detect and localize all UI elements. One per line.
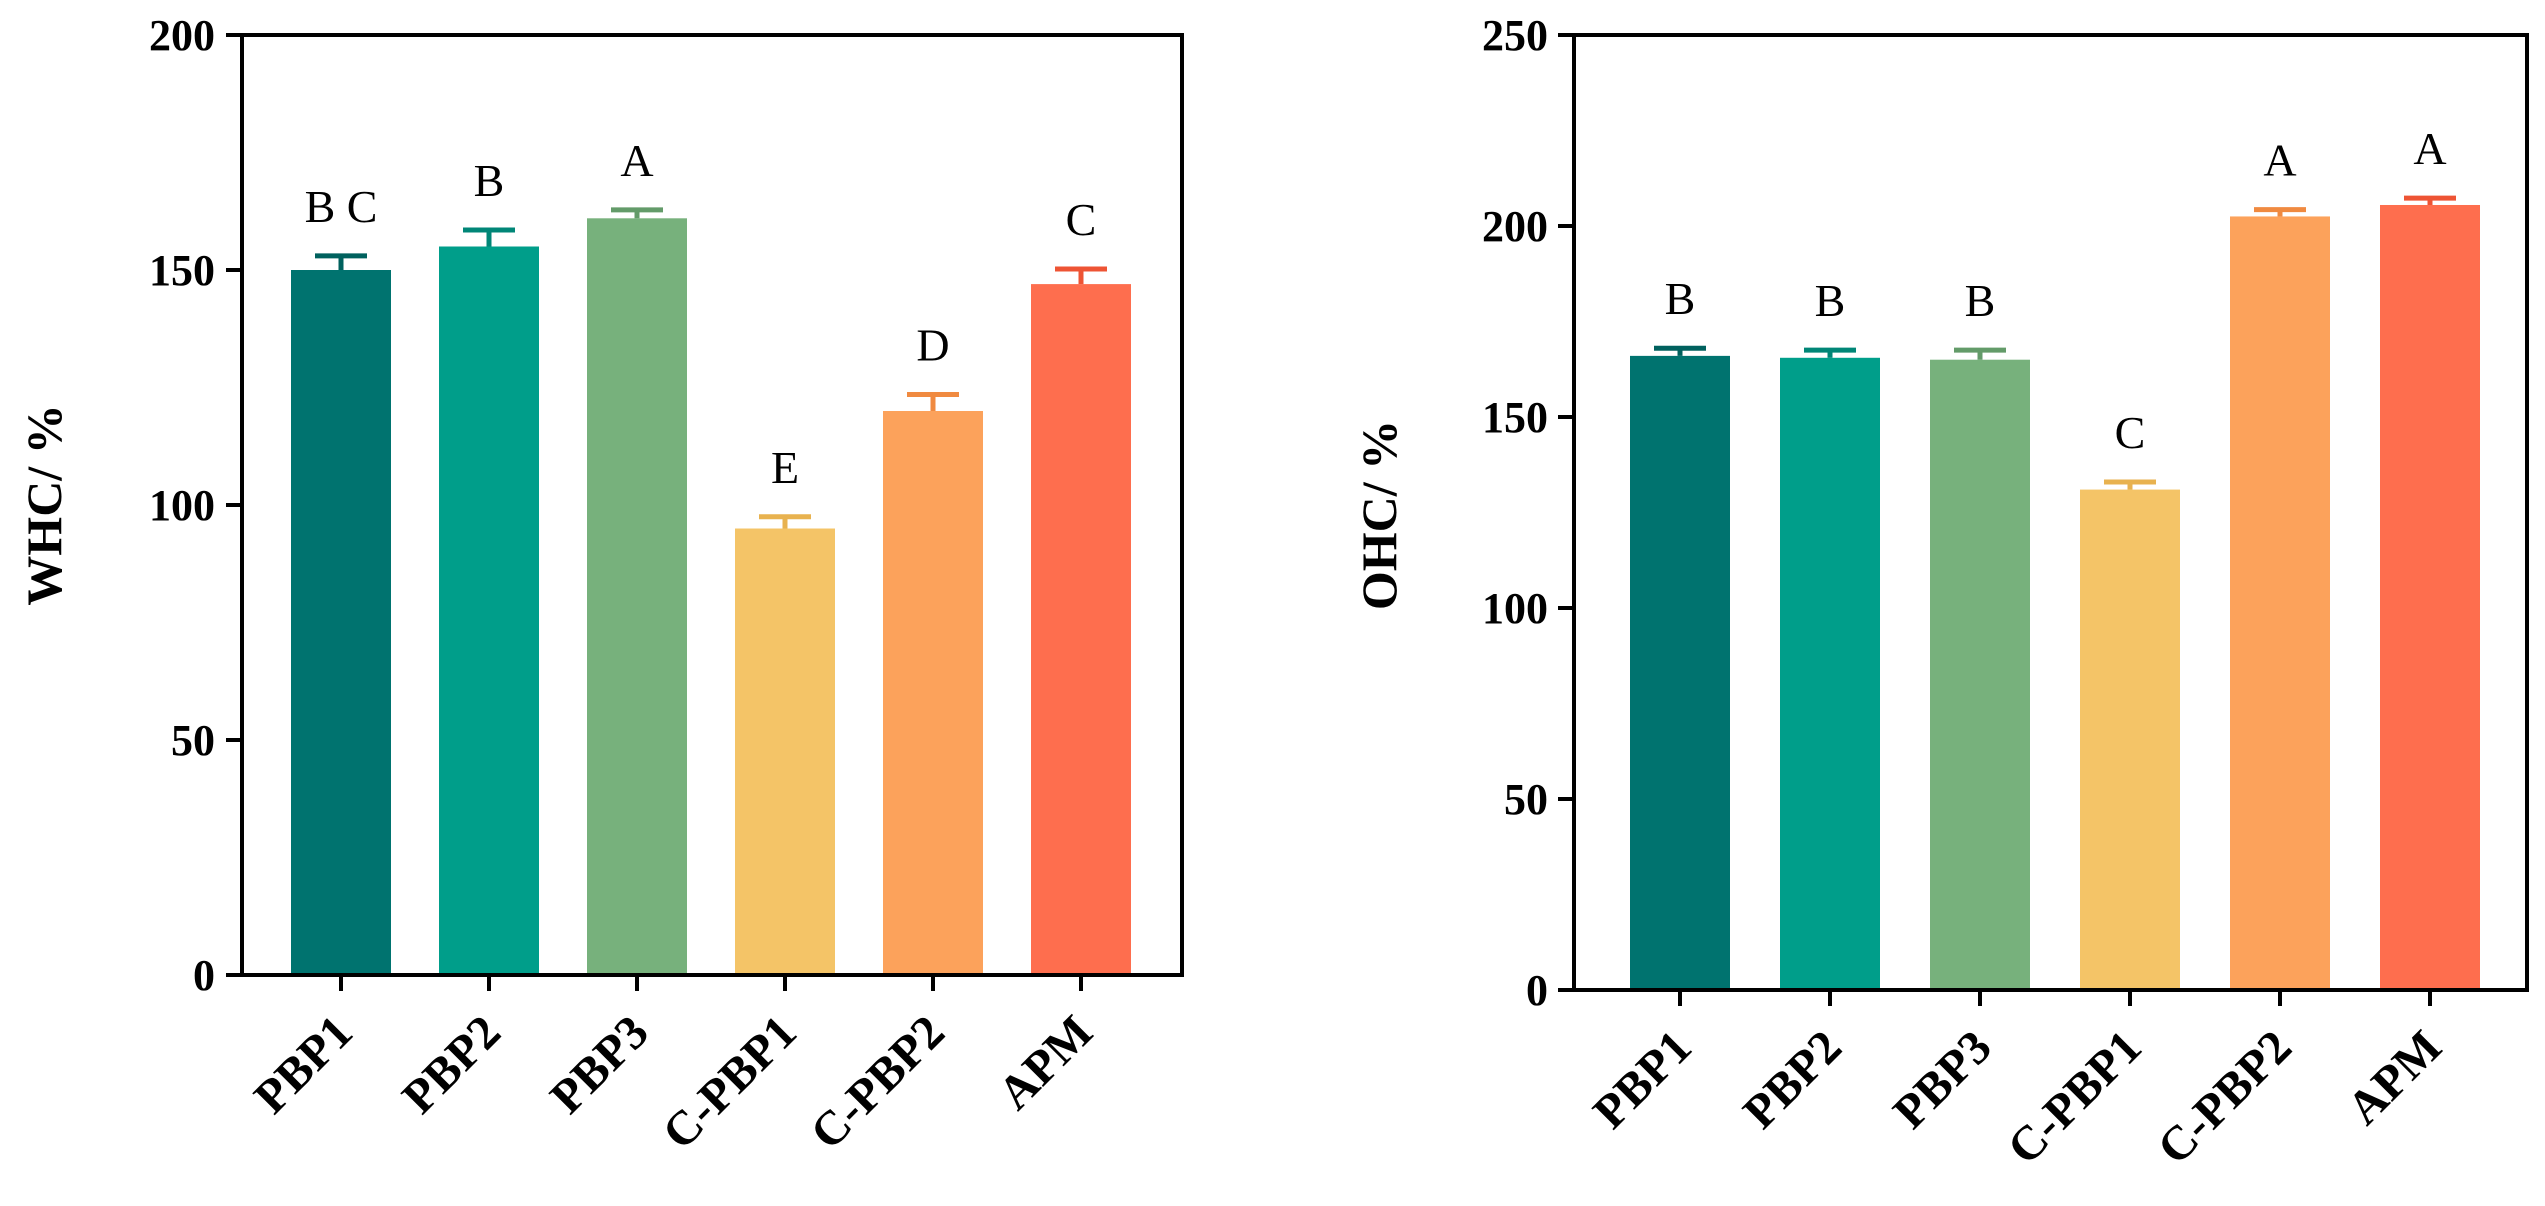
ohc-plot-frame xyxy=(1572,33,2529,992)
ohc-y-tick-label: 250 xyxy=(1482,11,1548,60)
ohc-significance-label: A xyxy=(2413,123,2446,174)
ohc-significance-label: B xyxy=(1815,275,1846,326)
whc-significance-label: B C xyxy=(305,181,378,232)
ohc-bar-c-pbp1 xyxy=(2080,489,2180,990)
ohc-bar-pbp1 xyxy=(1630,355,1730,990)
whc-y-tick-label: 50 xyxy=(171,716,215,765)
ohc-y-axis-title: OHC/ % xyxy=(1351,420,1407,610)
whc-x-tick-label: C-PBP1 xyxy=(652,1005,806,1159)
whc-significance-label: C xyxy=(1066,194,1097,245)
whc-x-tick-label: PBP3 xyxy=(540,1005,659,1124)
whc-x-tick-label: APM xyxy=(988,1005,1103,1120)
ohc-significance-label: C xyxy=(2115,407,2146,458)
whc-y-tick-label: 150 xyxy=(149,246,215,295)
whc-bar-apm xyxy=(1031,284,1131,976)
ohc-bar-c-pbp2 xyxy=(2230,216,2330,990)
whc-significance-label: D xyxy=(916,320,949,371)
ohc-x-tick-label: C-PBP1 xyxy=(1997,1020,2151,1174)
ohc-bar-pbp3 xyxy=(1930,359,2030,990)
ohc-significance-label: A xyxy=(2263,135,2296,186)
ohc-y-tick-label: 200 xyxy=(1482,202,1548,251)
whc-x-tick-label: PBP2 xyxy=(392,1005,511,1124)
ohc-y-tick-label: 50 xyxy=(1504,775,1548,824)
ohc-significance-label: B xyxy=(1965,275,1996,326)
ohc-x-tick-label: APM xyxy=(2337,1020,2452,1135)
whc-y-tick-label: 200 xyxy=(149,11,215,60)
whc-y-tick-label: 100 xyxy=(149,481,215,530)
ohc-x-tick-label: PBP2 xyxy=(1733,1020,1852,1139)
ohc-bar-apm xyxy=(2380,204,2480,991)
ohc-y-tick-label: 100 xyxy=(1482,584,1548,633)
whc-bar-pbp2 xyxy=(439,246,539,975)
ohc-y-tick-label: 0 xyxy=(1526,966,1548,1015)
ohc-bar-pbp2 xyxy=(1780,357,1880,990)
ohc-significance-label: B xyxy=(1665,273,1696,324)
whc-bar-pbp1 xyxy=(291,270,391,975)
ohc-bar-chart: B PBP1 B PBP2 B PBP3 C C-PBP1 A C-PBP2 A APM 0 50 100 1… xyxy=(1351,11,2529,1175)
whc-bar-chart: B C PBP1 B PBP2 A PBP3 E C-PBP1 D C-PBP2 C APM 0 50 10… xyxy=(16,11,1184,1160)
ohc-y-tick-label: 150 xyxy=(1482,393,1548,442)
whc-y-axis-title: WHC/ % xyxy=(16,404,72,605)
ohc-x-tick-label: PBP1 xyxy=(1583,1020,1702,1139)
whc-bar-pbp3 xyxy=(587,218,687,976)
whc-significance-label: B xyxy=(474,155,505,206)
whc-significance-label: A xyxy=(620,135,653,186)
whc-x-tick-label: C-PBP2 xyxy=(800,1005,954,1159)
ohc-x-tick-label: PBP3 xyxy=(1883,1020,2002,1139)
whc-x-tick-label: PBP1 xyxy=(244,1005,363,1124)
whc-bar-c-pbp2 xyxy=(883,411,983,975)
whc-bar-c-pbp1 xyxy=(735,528,835,975)
ohc-x-tick-label: C-PBP2 xyxy=(2147,1020,2301,1174)
whc-significance-label: E xyxy=(771,442,799,493)
whc-y-tick-label: 0 xyxy=(193,951,215,1000)
